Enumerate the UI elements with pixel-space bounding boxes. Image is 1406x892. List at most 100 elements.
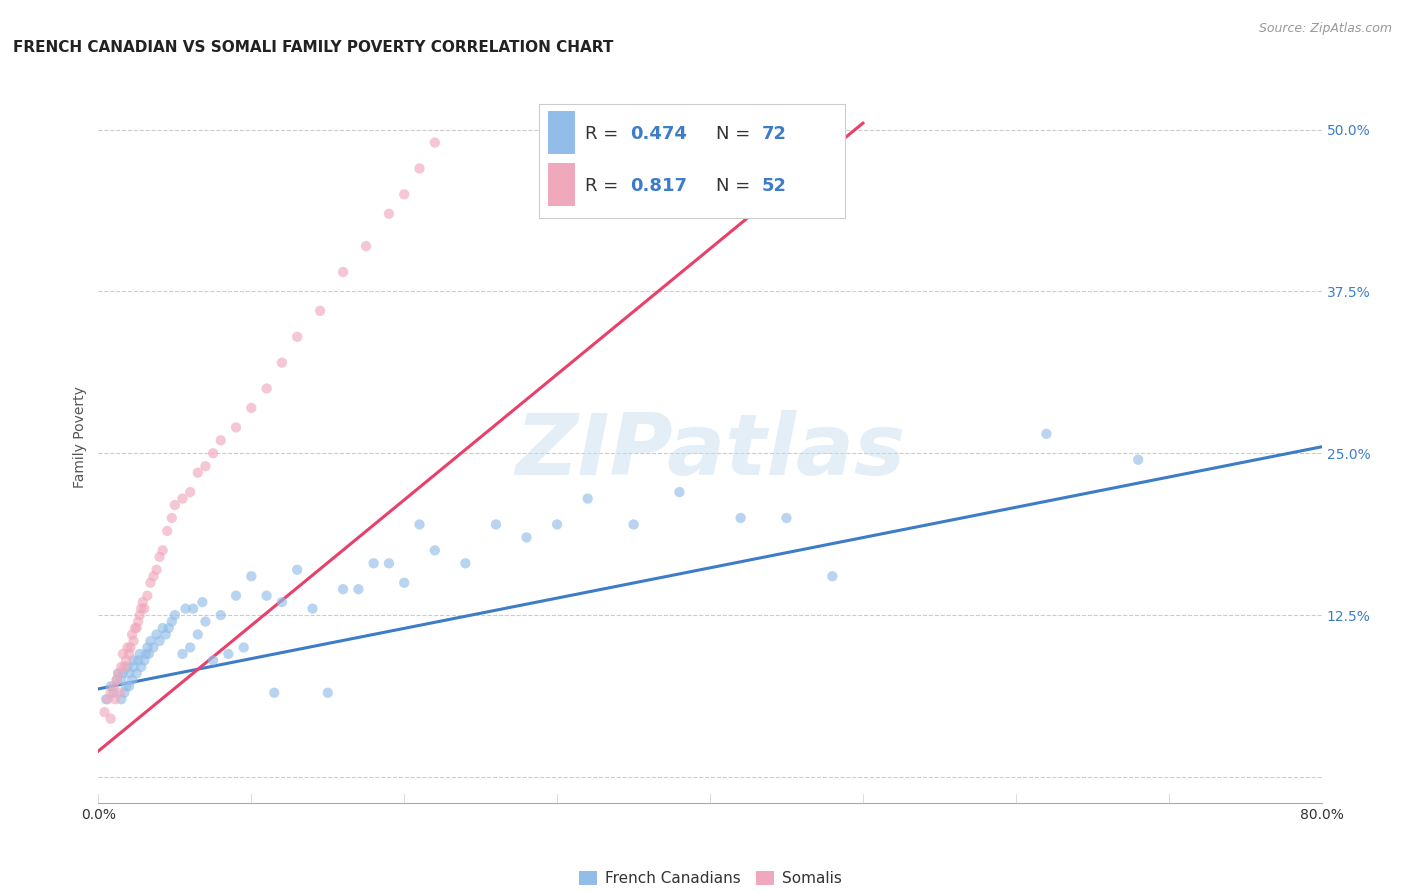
Point [160, 511, 183, 525]
Point [105, 673, 128, 687]
Point [97, 692, 120, 706]
Point [378, 207, 401, 221]
Point [174, 601, 197, 615]
Point [263, 686, 285, 700]
Point [134, 601, 156, 615]
Point [270, 595, 292, 609]
Point [225, 420, 247, 434]
Point [285, 330, 308, 344]
Point [107, 666, 129, 681]
Point [118, 679, 141, 693]
Point [285, 563, 308, 577]
Point [179, 640, 201, 655]
Point [117, 660, 139, 674]
Point [363, 557, 385, 571]
Point [202, 653, 225, 667]
Point [145, 627, 167, 641]
Point [129, 601, 152, 615]
Y-axis label: Family Poverty: Family Poverty [73, 386, 87, 488]
Point [156, 524, 179, 538]
Point [378, 557, 401, 571]
Point [115, 653, 138, 667]
Point [194, 615, 217, 629]
Point [332, 582, 354, 597]
Point [139, 575, 162, 590]
Point [240, 401, 263, 415]
Point [194, 459, 217, 474]
Point [122, 660, 145, 674]
Point [408, 517, 430, 532]
Legend: French Canadians, Somalis: French Canadians, Somalis [572, 865, 848, 892]
Point [136, 640, 159, 655]
Text: ZIPatlas: ZIPatlas [515, 410, 905, 493]
Point [108, 686, 131, 700]
Point [120, 640, 142, 655]
Point [181, 601, 204, 615]
Point [138, 647, 160, 661]
Point [485, 517, 508, 532]
Point [225, 589, 247, 603]
Point [217, 647, 239, 661]
Point [112, 686, 135, 700]
Point [103, 686, 125, 700]
Point [128, 647, 150, 661]
Point [127, 653, 149, 667]
Point [301, 601, 323, 615]
Point [100, 679, 122, 693]
Point [110, 660, 132, 674]
Point [516, 530, 538, 544]
Point [103, 679, 125, 693]
Point [104, 692, 127, 706]
Point [232, 640, 254, 655]
Point [209, 434, 232, 448]
Point [129, 660, 152, 674]
Point [110, 673, 132, 687]
Point [122, 653, 145, 667]
Point [142, 569, 165, 583]
Point [127, 615, 149, 629]
Point [775, 511, 797, 525]
Point [121, 627, 143, 641]
Point [668, 485, 690, 500]
Point [100, 686, 122, 700]
Point [118, 647, 141, 661]
Point [256, 382, 278, 396]
Point [93, 705, 115, 719]
Point [623, 517, 645, 532]
Point [1035, 426, 1057, 441]
Text: Source: ZipAtlas.com: Source: ZipAtlas.com [1258, 22, 1392, 36]
Point [111, 647, 134, 661]
Point [316, 686, 339, 700]
Point [309, 303, 332, 318]
Point [115, 679, 138, 693]
Point [821, 569, 844, 583]
Text: FRENCH CANADIAN VS SOMALI FAMILY POVERTY CORRELATION CHART: FRENCH CANADIAN VS SOMALI FAMILY POVERTY… [13, 40, 613, 55]
Point [163, 608, 186, 623]
Point [423, 136, 446, 150]
Point [139, 634, 162, 648]
Point [94, 692, 117, 706]
Point [155, 627, 177, 641]
Point [576, 491, 599, 506]
Point [149, 549, 172, 564]
Point [172, 491, 194, 506]
Point [160, 615, 183, 629]
Point [107, 666, 129, 681]
Point [125, 621, 148, 635]
Point [392, 187, 416, 202]
Point [408, 161, 430, 176]
Point [332, 265, 354, 279]
Point [149, 634, 172, 648]
Point [134, 653, 156, 667]
Point [423, 543, 446, 558]
Point [121, 673, 143, 687]
Point [152, 621, 174, 635]
Point [100, 712, 122, 726]
Point [202, 446, 225, 460]
Point [132, 595, 155, 609]
Point [125, 666, 148, 681]
Point [128, 608, 150, 623]
Point [179, 485, 201, 500]
Point [124, 621, 146, 635]
Point [354, 239, 377, 253]
